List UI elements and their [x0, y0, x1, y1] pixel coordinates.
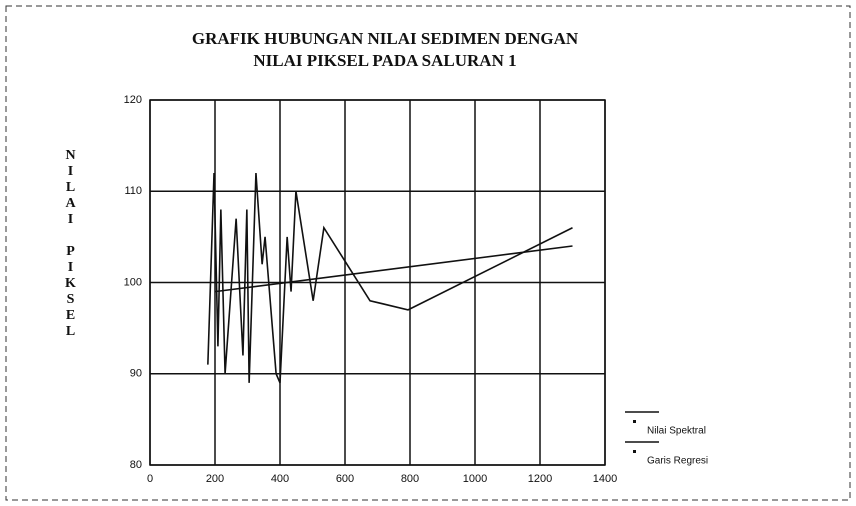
x-tick-label: 1200 [528, 473, 552, 485]
frame [5, 5, 851, 501]
series-line [214, 245, 573, 293]
x-tick-label: 1400 [593, 473, 617, 485]
series-line [207, 172, 573, 384]
legend-label: Nilai Spektral [647, 426, 706, 437]
y-axis-label: NILAI PIKSEL [63, 148, 78, 340]
x-tick-label: 0 [147, 473, 153, 485]
y-tick-label: 110 [124, 185, 142, 197]
y-tick-label: 120 [124, 94, 142, 106]
x-tick-label: 200 [206, 473, 224, 485]
y-tick-label: 90 [130, 368, 142, 380]
legend-marker [633, 450, 636, 453]
chart-title: NILAI PIKSEL PADA SALURAN 1 [253, 51, 516, 70]
legend-label: Garis Regresi [647, 456, 708, 467]
x-tick-label: 600 [336, 473, 354, 485]
y-tick-label: 80 [130, 459, 142, 471]
x-tick-label: 400 [271, 473, 289, 485]
plot-border [149, 99, 606, 466]
y-tick-label: 100 [124, 276, 142, 288]
x-tick-label: 800 [401, 473, 419, 485]
chart-title: GRAFIK HUBUNGAN NILAI SEDIMEN DENGAN [192, 29, 579, 48]
legend-marker [633, 420, 636, 423]
x-tick-label: 1000 [463, 473, 487, 485]
